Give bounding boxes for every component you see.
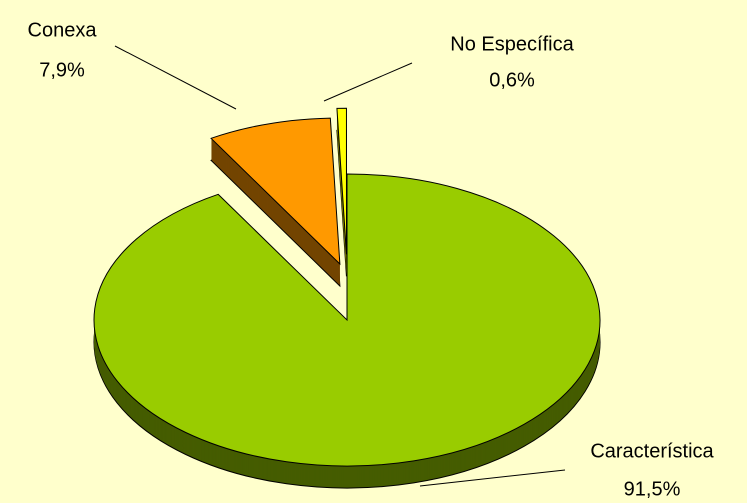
leader-line — [323, 62, 413, 102]
slice-value-label: 91,5% — [624, 478, 681, 500]
leader-line — [419, 469, 566, 487]
leader-line — [114, 45, 237, 110]
slice-top — [210, 117, 341, 266]
slice-top — [93, 173, 601, 467]
slice — [93, 173, 601, 489]
slice-label: Conexa — [28, 19, 98, 41]
slice-value-label: 7,9% — [39, 59, 85, 81]
slice-value-label: 0,6% — [489, 69, 535, 91]
slice — [336, 107, 347, 277]
slice-label: No Específica — [450, 33, 574, 55]
slice-top — [336, 107, 347, 255]
slice — [210, 117, 341, 288]
slice-label: Característica — [590, 440, 714, 462]
